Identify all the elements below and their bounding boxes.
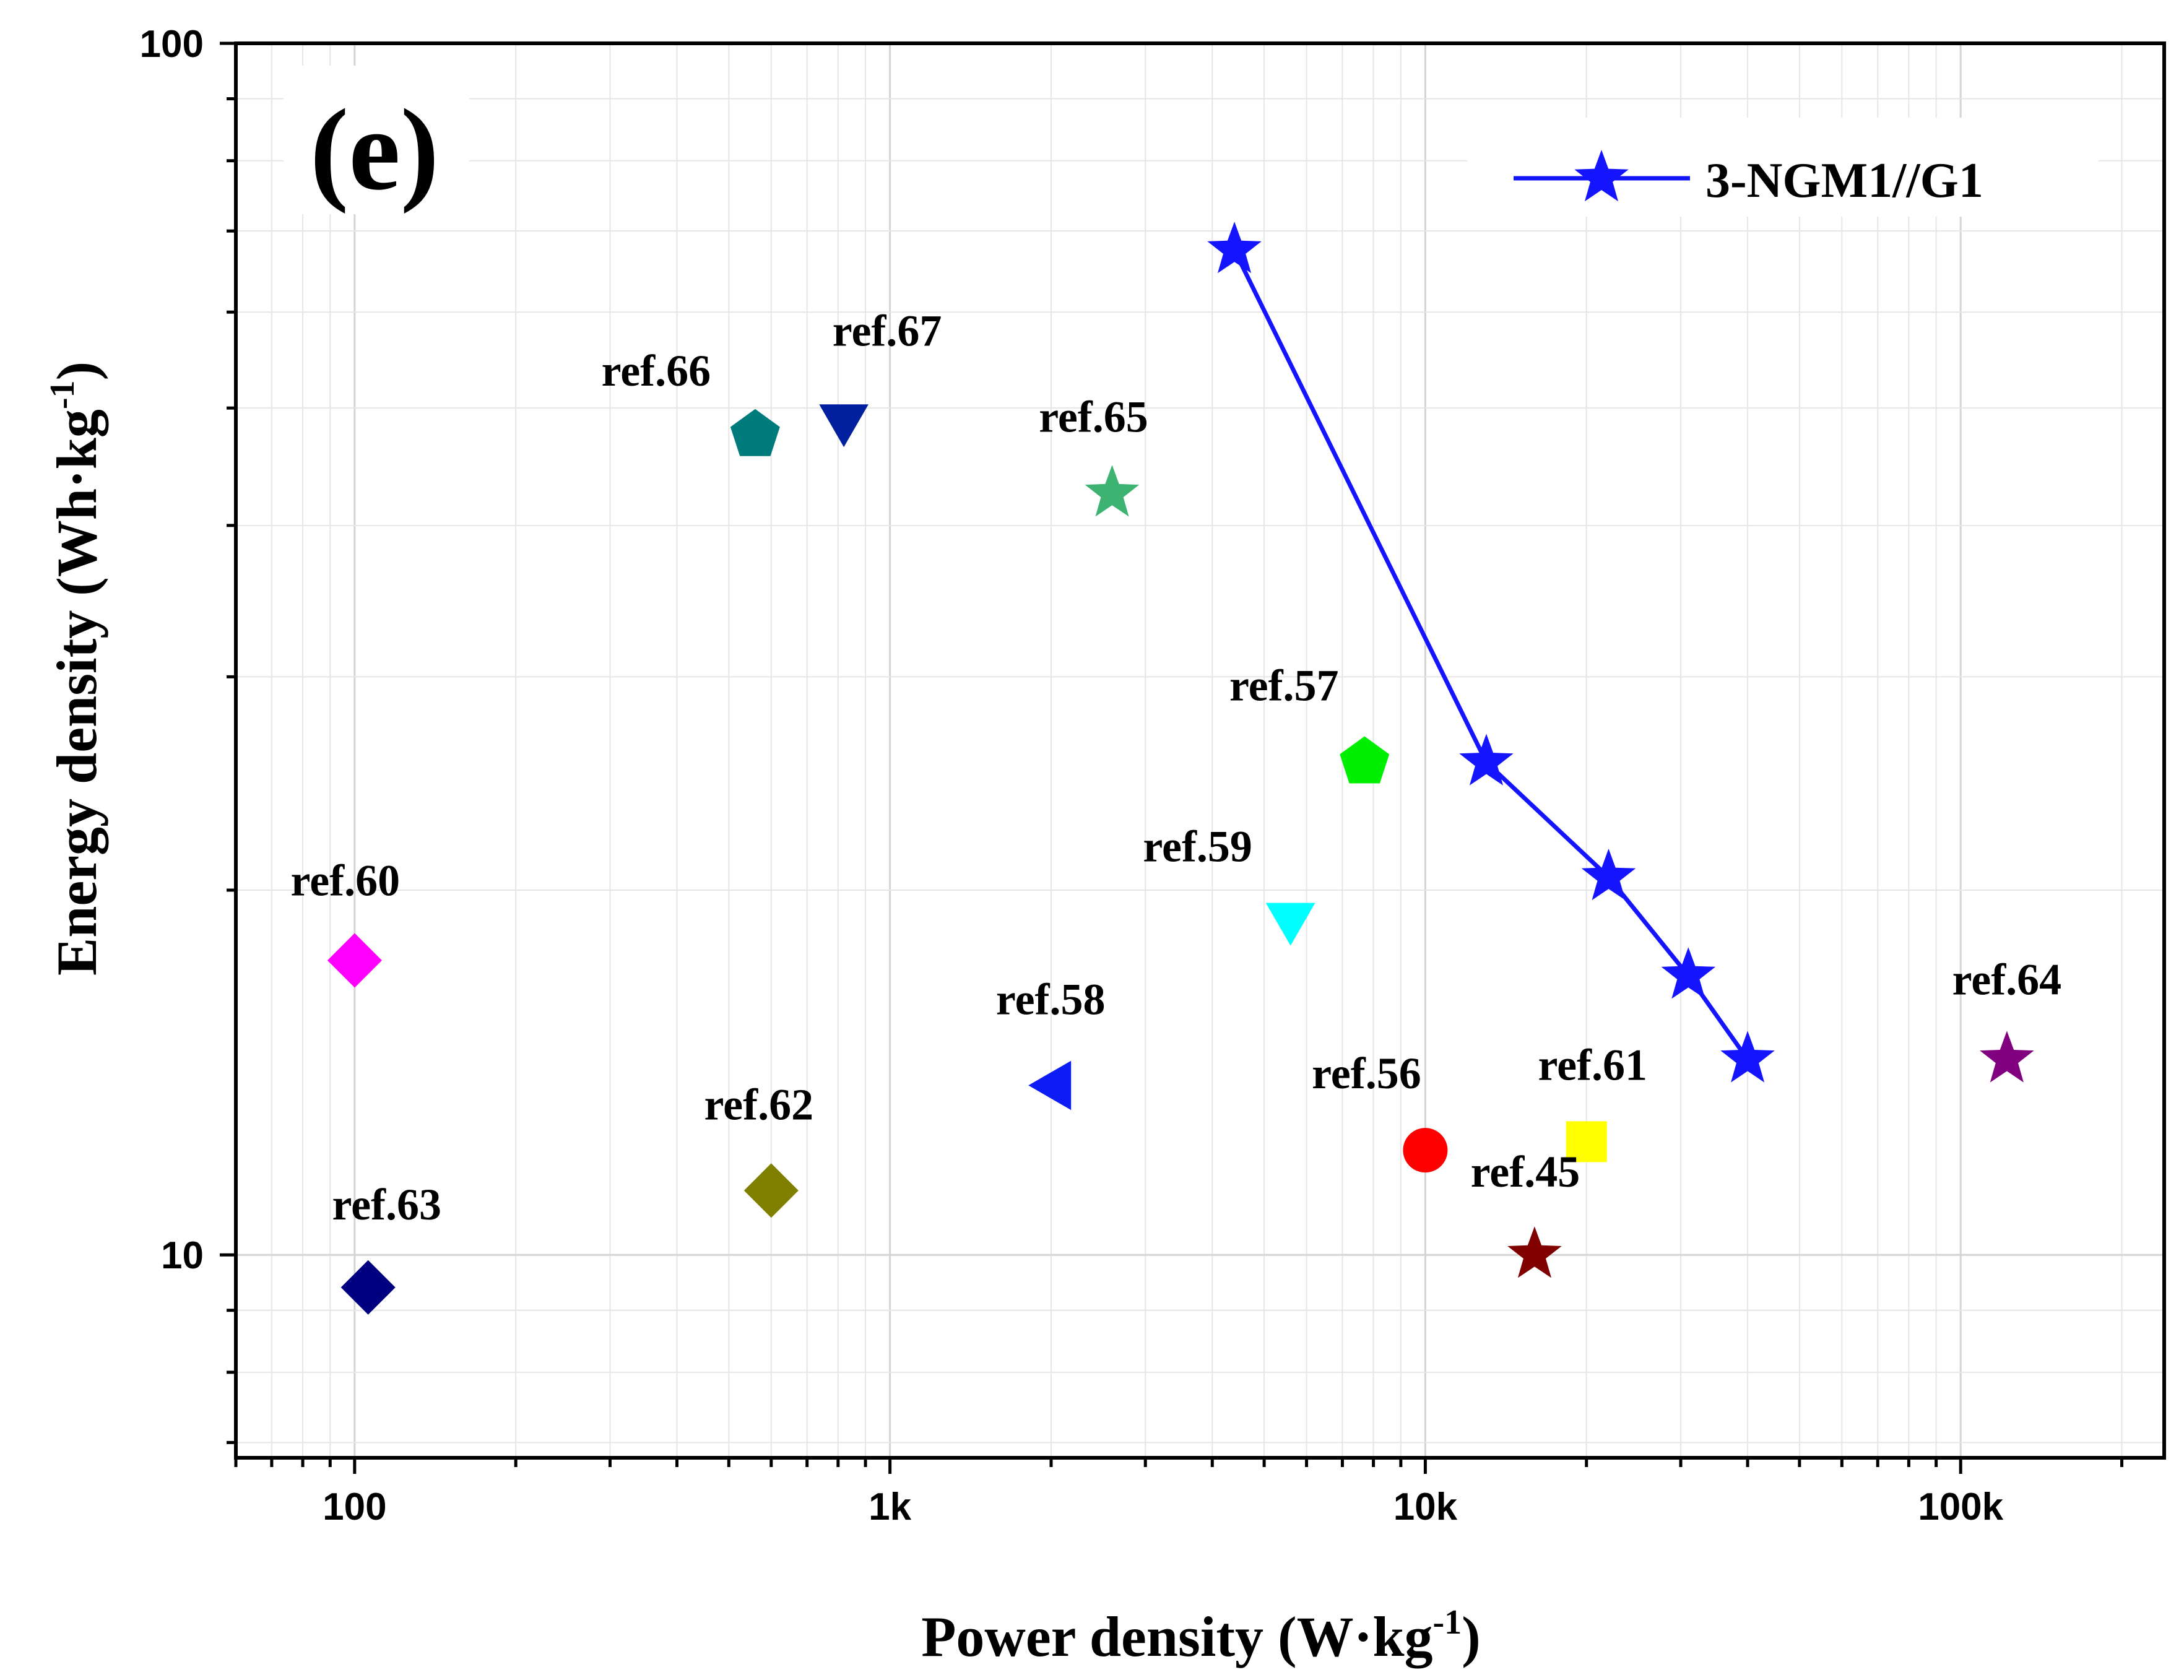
series-point: [1661, 947, 1716, 999]
ref-point: [819, 404, 869, 448]
x-tick-label: 100k: [1918, 1486, 2003, 1528]
ref-point: [730, 409, 780, 456]
legend-star-shape: [1574, 150, 1629, 202]
ref-point: [1980, 1031, 2034, 1083]
ref-point: [1403, 1128, 1448, 1173]
marker-layer: [327, 222, 2034, 1315]
plot-frame: [234, 41, 2166, 1460]
x-axis-title: Power density (W·kg-1): [921, 1603, 1481, 1668]
ref-point-label: ref.64: [1952, 955, 2062, 1004]
ref-point: [1265, 903, 1315, 946]
panel-label-background: [284, 66, 469, 214]
ref-point-label: ref.63: [332, 1180, 441, 1229]
ref-point: [1507, 1226, 1562, 1278]
series-point: [1207, 222, 1262, 274]
ref-point-label: ref.62: [704, 1080, 813, 1129]
ref-point-label: ref.66: [602, 346, 711, 396]
axes: 100 1k 10k 100k 10 100: [140, 23, 2166, 1528]
y-axis-title-sup: -1: [43, 380, 82, 409]
x-axis-title-main: Power density (W·kg: [921, 1605, 1432, 1668]
ref-point: [327, 933, 382, 988]
ref-point-label: ref.67: [833, 306, 942, 355]
x-tick-label: 10k: [1393, 1486, 1458, 1528]
y-axis-title-main: Energy density (Wh·kg: [45, 409, 108, 976]
ref-point: [1028, 1060, 1072, 1111]
ref-point-label: ref.56: [1312, 1049, 1421, 1098]
ref-point: [340, 1260, 396, 1315]
series-point: [1581, 849, 1636, 901]
x-axis-title-close: ): [1462, 1605, 1481, 1668]
y-tick-label: 100: [140, 23, 204, 66]
x-axis-title-sup: -1: [1433, 1603, 1462, 1642]
ref-point: [1085, 465, 1140, 517]
legend-background: [1467, 118, 2099, 217]
x-tick-label: 100: [323, 1486, 386, 1528]
legend: 3-NGM1//G1: [1467, 118, 2099, 217]
ref-point-label: ref.58: [996, 974, 1106, 1024]
x-tick-label: 1k: [869, 1486, 911, 1528]
label-layer: ref.66 ref.67 ref.65 ref.57 ref.59 ref.60 ref.…: [291, 306, 2062, 1229]
ref-point-label: ref.61: [1538, 1040, 1647, 1089]
ref-point-label: ref.65: [1039, 392, 1148, 441]
legend-entry-label: 3-NGM1//G1: [1705, 154, 1983, 208]
y-tick-label: 10: [161, 1234, 204, 1277]
y-axis-title: Energy density (Wh·kg-1): [43, 362, 108, 976]
ref-point-label: ref.57: [1229, 661, 1339, 711]
y-axis-title-close: ): [45, 362, 108, 381]
ref-point-label: ref.45: [1471, 1147, 1580, 1197]
ref-point-label: ref.59: [1143, 822, 1252, 872]
grid: [235, 42, 2164, 1458]
legend-star-icon: [1574, 150, 1629, 202]
ref-point: [1340, 736, 1390, 784]
ref-point-label: ref.60: [291, 856, 401, 906]
ref-point: [1566, 1121, 1607, 1163]
ref-point: [743, 1163, 799, 1218]
panel-label: (e): [310, 85, 440, 214]
series-point: [1720, 1031, 1775, 1083]
series-point: [1459, 734, 1514, 786]
